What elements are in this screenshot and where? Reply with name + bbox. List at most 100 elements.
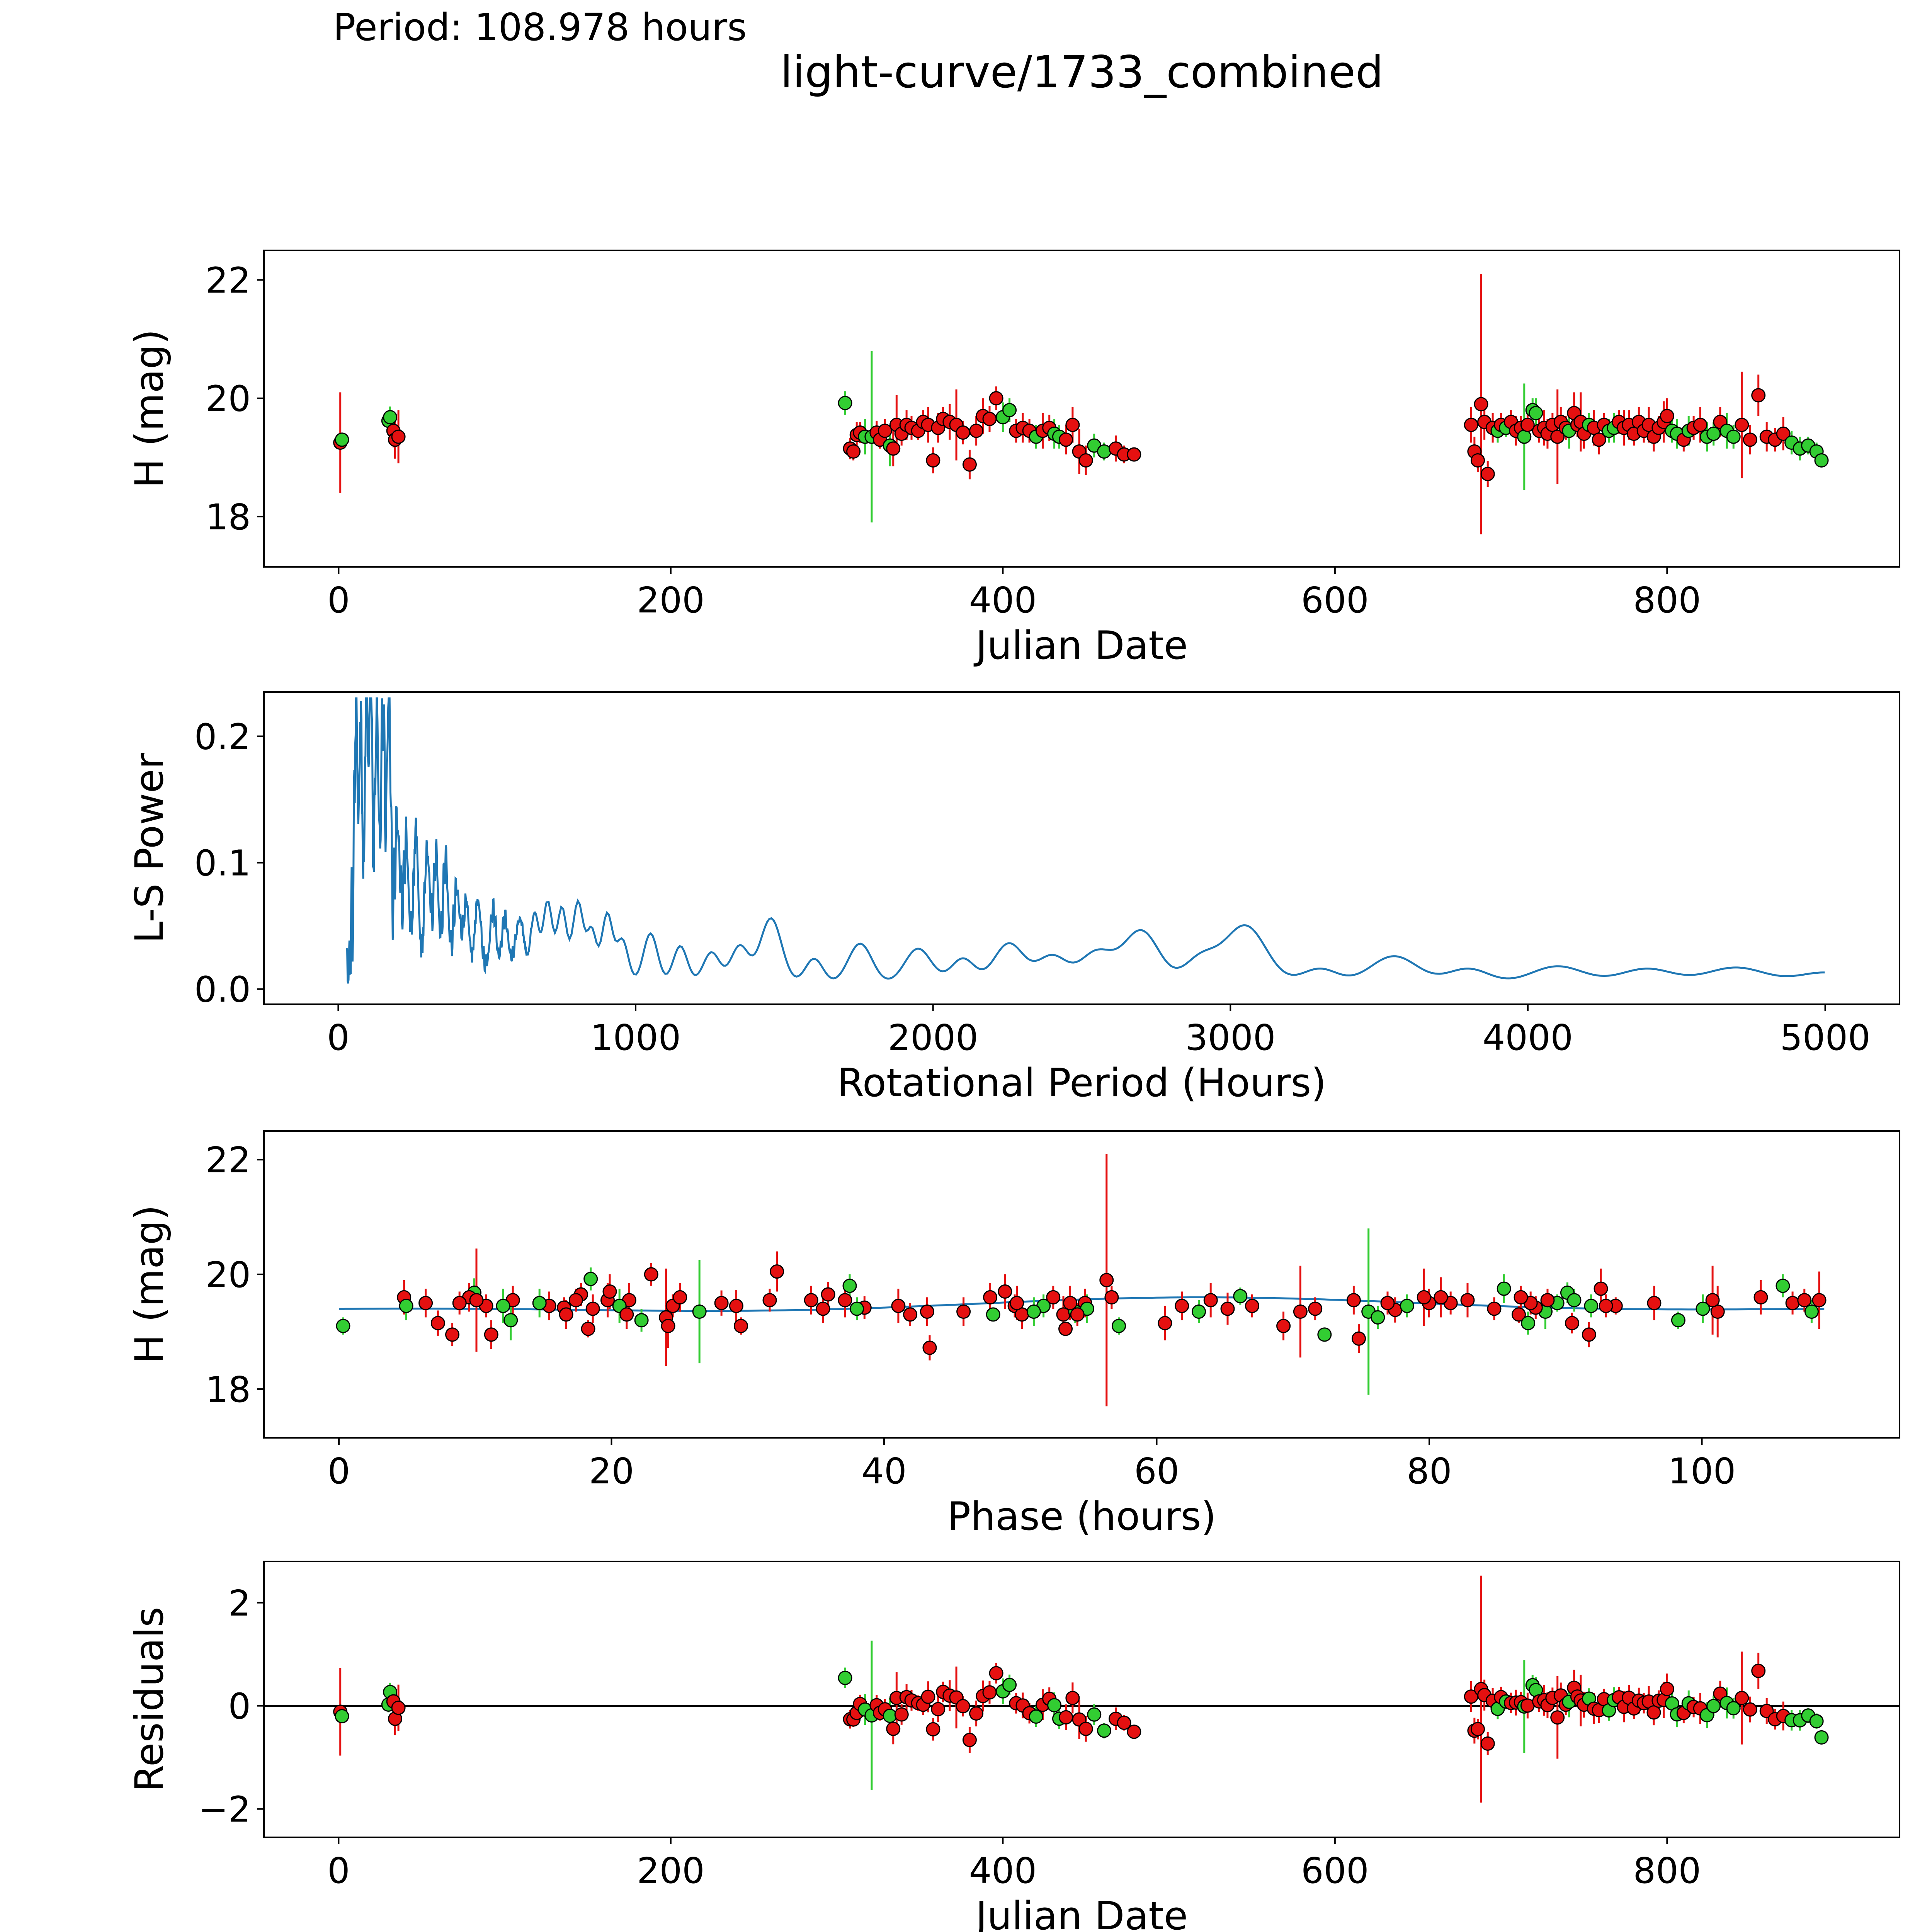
data-point (842, 1279, 857, 1293)
x-tick-label: 200 (637, 1850, 705, 1891)
data-point (399, 1299, 413, 1313)
data-point (1521, 1316, 1536, 1330)
data-point (1192, 1304, 1206, 1319)
data-point (1047, 1698, 1062, 1713)
data-point (1417, 1290, 1431, 1304)
data-point (1776, 1279, 1790, 1293)
axes-frame (263, 250, 1900, 568)
data-point (583, 1272, 598, 1286)
x-axis-title: Julian Date (973, 622, 1188, 668)
x-tick-label: 60 (1134, 1451, 1179, 1492)
data-point (673, 1290, 687, 1304)
y-tick-label: 0 (228, 1686, 251, 1727)
data-point (559, 1307, 573, 1322)
data-point (1351, 1331, 1366, 1346)
data-point (1592, 432, 1606, 447)
x-tick-label: 1000 (590, 1017, 681, 1058)
data-point (1529, 406, 1543, 420)
y-tick-label: 0.2 (194, 716, 251, 757)
data-point (532, 1296, 547, 1310)
data-point (1127, 1725, 1141, 1739)
x-tick-label: 400 (969, 580, 1037, 621)
data-point (1480, 467, 1495, 481)
data-point (1087, 1707, 1102, 1722)
data-point (962, 457, 977, 472)
data-point (1660, 1682, 1674, 1696)
data-point (1705, 1293, 1720, 1308)
residuals-data (264, 1575, 1900, 1803)
data-point (1517, 429, 1532, 444)
data-point (1743, 1702, 1757, 1717)
data-point (920, 1304, 934, 1319)
data-point (496, 1299, 510, 1313)
data-point (1584, 1299, 1599, 1313)
x-tick-label: 800 (1633, 1850, 1701, 1891)
data-point (886, 441, 901, 456)
x-tick-label: 20 (589, 1451, 634, 1492)
data-point (602, 1284, 617, 1299)
data-point (1220, 1301, 1235, 1316)
data-point (335, 1709, 349, 1723)
data-point (926, 1722, 940, 1736)
y-tick-label: 0.0 (194, 969, 251, 1010)
data-point (1070, 1307, 1085, 1322)
data-point (644, 1267, 658, 1282)
data-point (1751, 388, 1766, 403)
data-point (1812, 1293, 1827, 1308)
data-point (1706, 1699, 1721, 1713)
data-point (568, 1293, 583, 1308)
data-point (1706, 427, 1721, 441)
data-point (922, 1340, 937, 1355)
data-point (1099, 1273, 1114, 1287)
data-point (891, 1299, 906, 1313)
y-axis-title: H (mag) (126, 1205, 172, 1364)
periodogram-panel: 0 1000 2000 3000 4000 5000 0.0 0.1 0.2 Rotational… (126, 691, 1900, 1105)
data-point (1097, 1723, 1112, 1738)
data-point (1026, 1304, 1041, 1319)
data-point (962, 1733, 977, 1747)
data-point (1726, 1701, 1741, 1716)
x-axis-title: Julian Date (973, 1893, 1188, 1932)
data-point (581, 1321, 595, 1336)
x-tick-label: 200 (637, 580, 705, 621)
periodogram-data (346, 697, 1825, 984)
data-point (926, 453, 940, 468)
data-point (804, 1293, 818, 1308)
data-point (903, 1307, 918, 1322)
y-tick-label: 22 (206, 1139, 251, 1181)
data-point (878, 423, 892, 438)
x-tick-label: 2000 (888, 1017, 978, 1058)
x-axis-title: Rotational Period (Hours) (837, 1060, 1326, 1105)
data-point (998, 1284, 1012, 1299)
data-point (1158, 1316, 1172, 1330)
data-point (1814, 453, 1829, 468)
data-point (1751, 1663, 1766, 1678)
x-tick-label: 600 (1301, 580, 1369, 621)
data-point (661, 1319, 675, 1333)
data-point (1104, 1290, 1119, 1304)
data-point (1464, 418, 1478, 432)
data-point (1487, 1301, 1502, 1316)
data-point (838, 1670, 852, 1685)
data-point (729, 1299, 743, 1313)
data-point (762, 1293, 777, 1308)
y-tick-label: 18 (206, 497, 251, 538)
data-point (1065, 1690, 1080, 1705)
x-tick-label: 600 (1301, 1850, 1369, 1891)
axes-frame (263, 691, 1900, 1005)
x-tick-label: 0 (328, 1451, 350, 1492)
data-point (989, 391, 1003, 406)
data-point (1514, 1290, 1528, 1304)
data-point (692, 1304, 707, 1319)
jd-magnitude-panel: 0 200 400 600 800 18 20 22 Julian Date H (mag) (126, 250, 1900, 668)
data-point (1065, 418, 1080, 432)
data-point (1540, 1293, 1555, 1308)
data-point (1233, 1289, 1248, 1303)
data-point (1814, 1730, 1829, 1745)
data-point (1010, 1296, 1024, 1310)
data-point (921, 1689, 935, 1704)
data-point (1470, 1722, 1485, 1736)
data-point (846, 444, 861, 459)
y-tick-label: 22 (206, 260, 251, 301)
x-tick-label: 100 (1668, 1451, 1736, 1492)
